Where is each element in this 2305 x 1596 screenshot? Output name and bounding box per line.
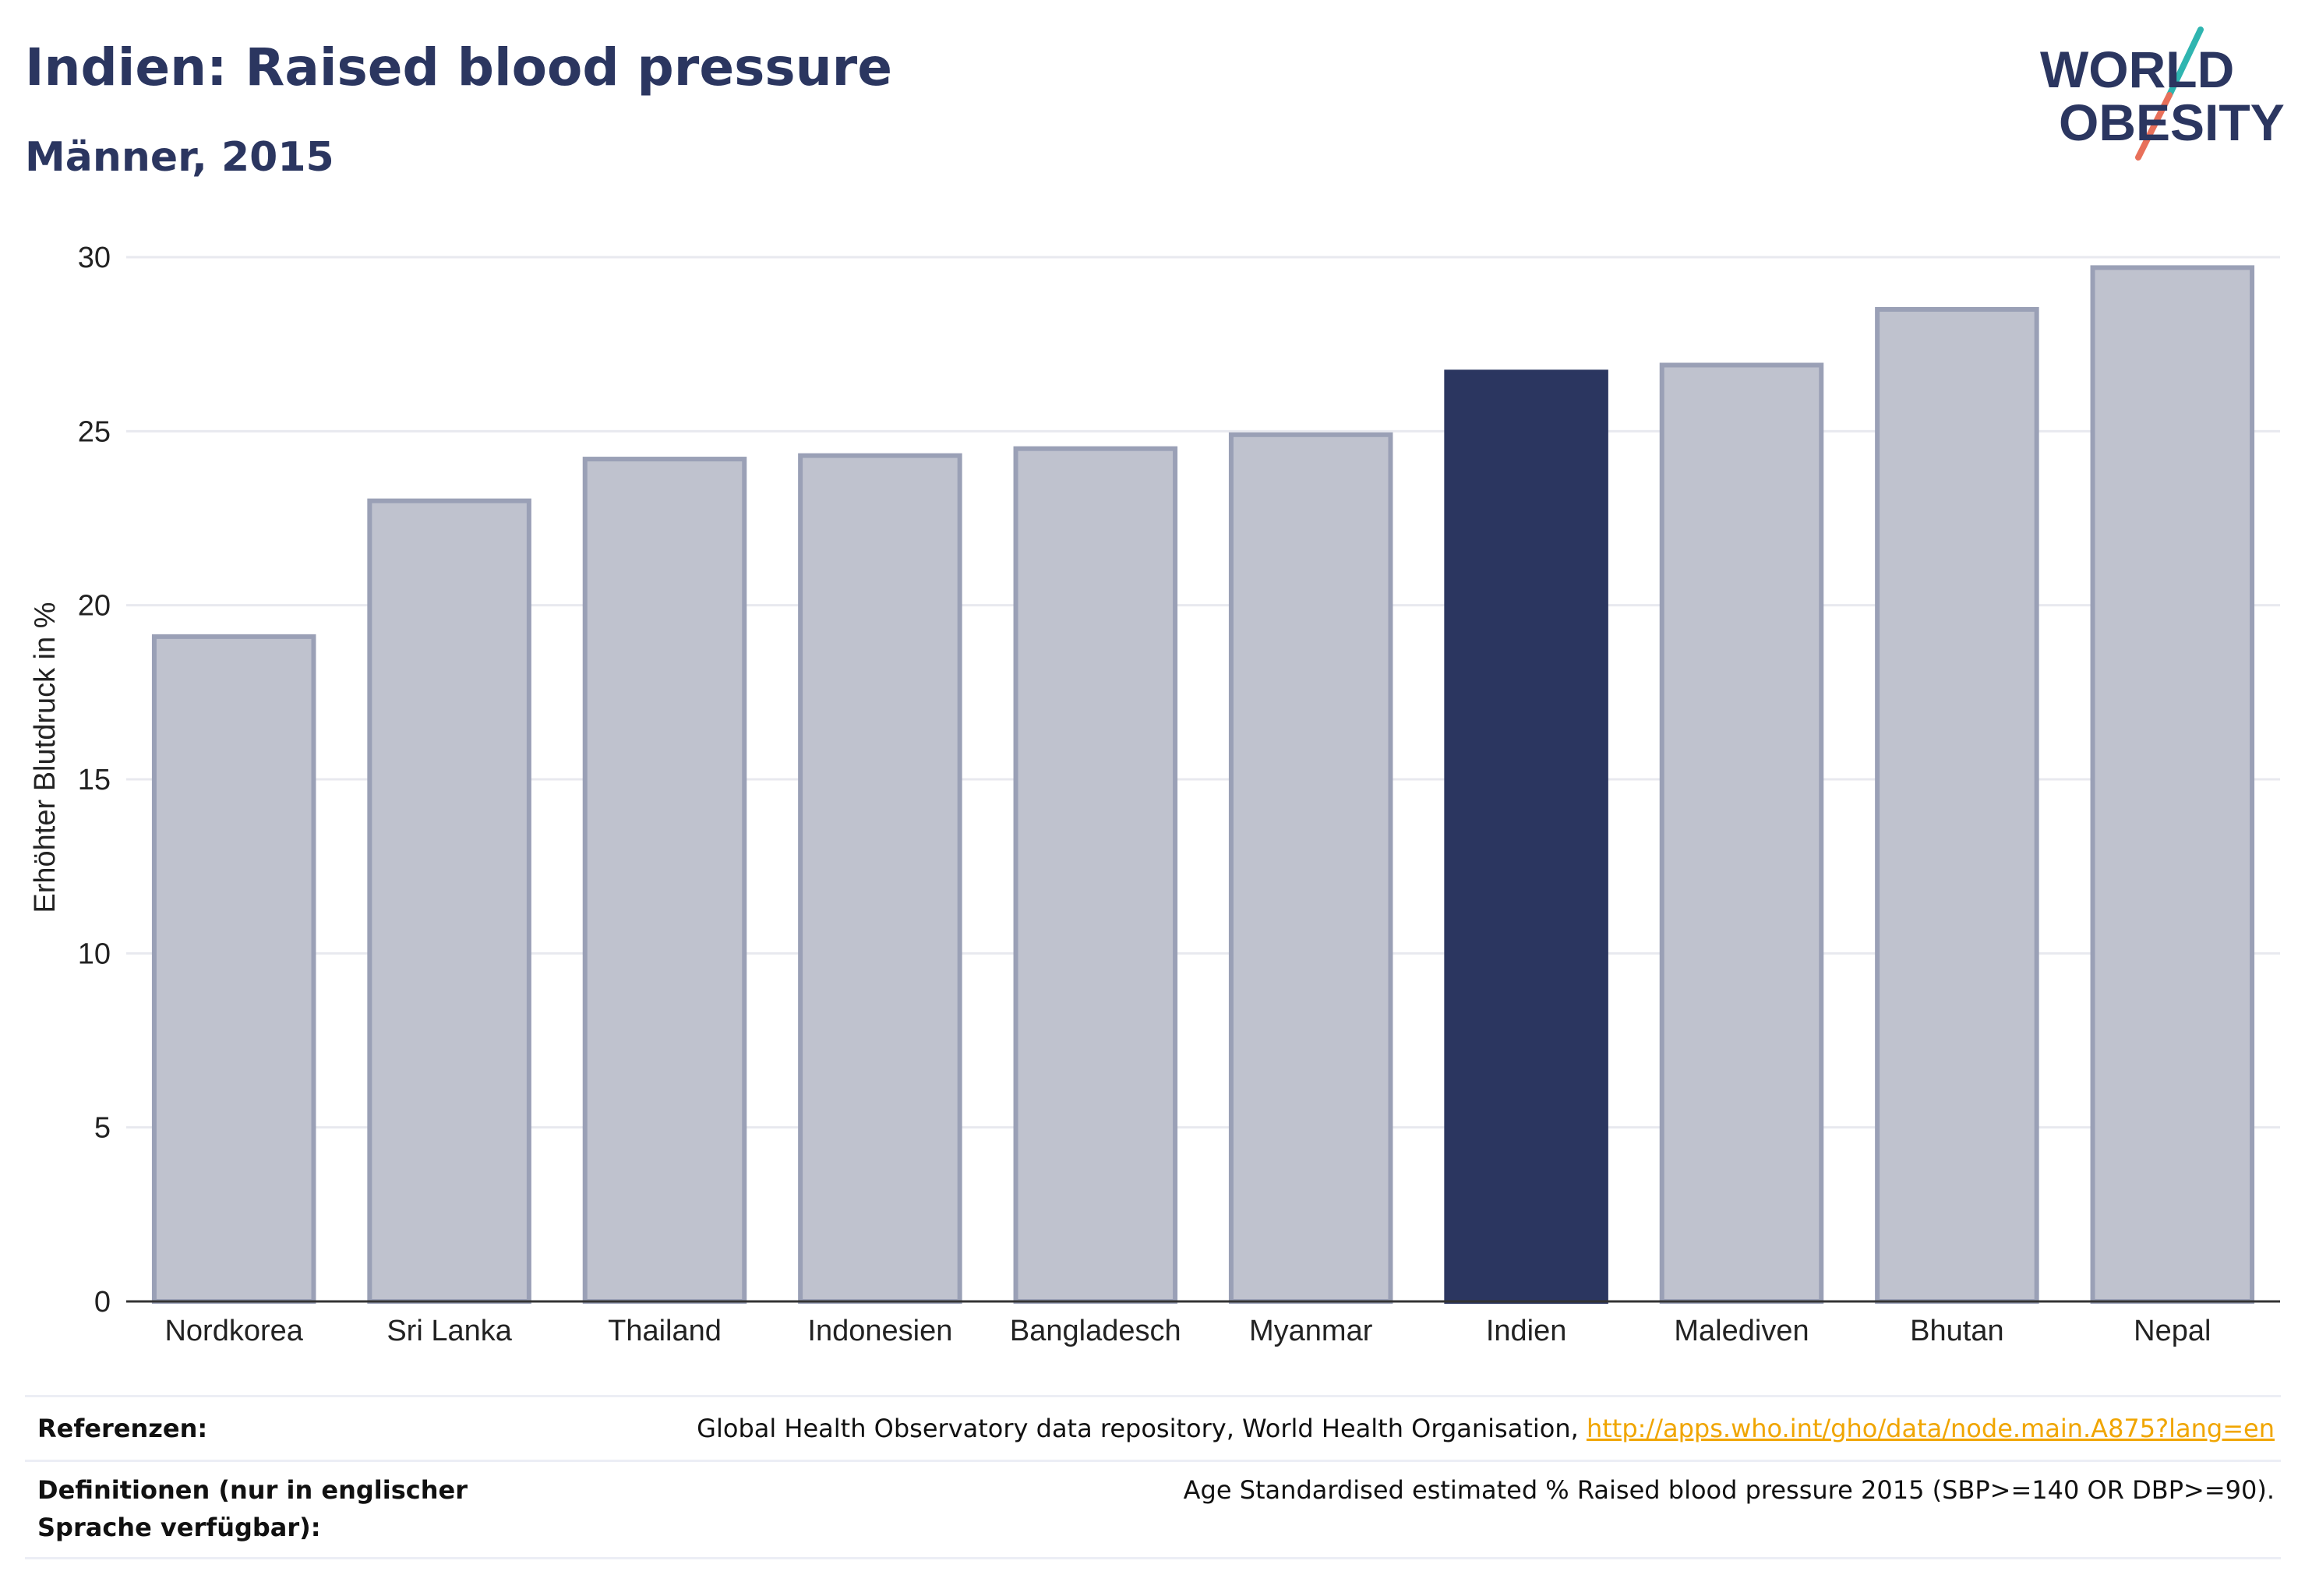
x-tick-label: Indien [1486,1315,1567,1347]
y-tick-label: 30 [78,242,111,274]
references-value: Global Health Observatory data repositor… [697,1410,2275,1447]
bar-bangladesch [1013,446,1178,1305]
y-tick-labels: 0 5 10 15 20 25 30 [78,242,111,1319]
definitions-value: Age Standardised estimated % Raised bloo… [1183,1475,2275,1505]
y-tick-label: 20 [78,590,111,623]
footer-divider [25,1557,2281,1559]
bar-indien [1444,369,1608,1304]
y-tick-label: 15 [78,764,111,796]
x-tick-label: Nordkorea [164,1315,303,1347]
chart-subtitle: Männer, 2015 [25,134,334,181]
references-row: Referenzen: Global Health Observatory da… [25,1397,2281,1460]
footer-divider [25,1395,2281,1397]
bar-bhutan [1875,307,2039,1304]
x-tick-label: Malediven [1674,1315,1809,1347]
x-tick-label: Nepal [2134,1315,2211,1347]
definitions-row: Definitionen (nur in englischer Sprache … [25,1462,2281,1557]
footer-divider [25,1460,2281,1462]
logo-line1: WORLD [2040,41,2234,98]
references-text: Global Health Observatory data repositor… [697,1414,1587,1443]
footer-table: Referenzen: Global Health Observatory da… [25,1395,2281,1559]
references-link[interactable]: http://apps.who.int/gho/data/node.main.A… [1586,1414,2275,1443]
bar-indonesien [798,453,962,1304]
world-obesity-logo: WORLD OBESITY [2040,26,2285,161]
chart-title: Indien: Raised blood pressure [25,37,892,97]
x-tick-label: Bangladesch [1010,1315,1181,1347]
bar-sri-lanka [367,498,531,1305]
x-tick-labels: Nordkorea Sri Lanka Thailand Indonesien Bang… [164,1315,2211,1347]
bar-thailand [582,457,747,1304]
bars [151,265,2255,1305]
bar-nepal [2090,265,2255,1304]
y-tick-label: 10 [78,937,111,970]
bar-myanmar [1228,432,1393,1304]
references-label: Referenzen: [37,1414,208,1443]
y-tick-label: 5 [94,1112,111,1145]
x-tick-label: Sri Lanka [387,1315,512,1347]
y-tick-label: 25 [78,415,111,448]
y-axis-label: Erhöhter Blutdruck in % [29,602,62,913]
definitions-label: Definitionen (nur in englischer Sprache … [37,1475,468,1542]
bar-nordkorea [151,634,316,1304]
x-tick-label: Bhutan [1910,1315,2003,1347]
bar-malediven [1659,362,1824,1304]
x-tick-label: Thailand [608,1315,722,1347]
logo-line2: OBESITY [2059,94,2285,151]
y-tick-label: 0 [94,1286,111,1319]
x-tick-label: Myanmar [1249,1315,1373,1347]
x-tick-label: Indonesien [807,1315,952,1347]
bar-chart: 0 5 10 15 20 25 30 Nordkorea Sri Lanka Thailand I… [29,242,2280,1347]
